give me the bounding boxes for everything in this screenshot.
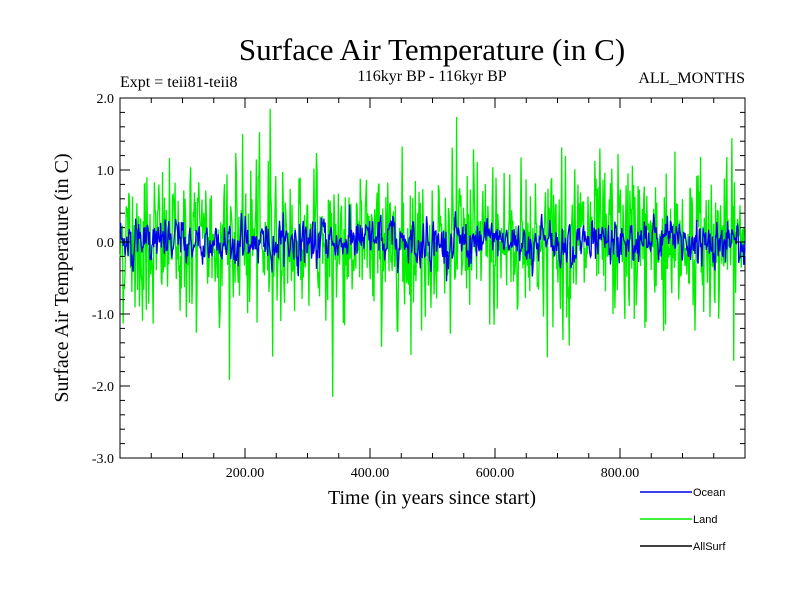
legend-label-ocean: Ocean (693, 487, 725, 499)
months-label: ALL_MONTHS (638, 70, 745, 87)
plot-area: -3.0 -2.0 -1.0 0.0 1.0 2.0 200.00 400.00 600.00… (92, 92, 746, 481)
chart-subtitle: 116kyr BP - 116kyr BP (357, 68, 506, 85)
expt-label: Expt = teii81-teii8 (120, 74, 237, 91)
x-axis-label: Time (in years since start) (328, 487, 536, 509)
series-line-ocean (119, 204, 746, 282)
x-tick-label: 800.00 (601, 466, 640, 481)
x-tick-label: 600.00 (476, 466, 515, 481)
series-layer (119, 108, 746, 397)
legend-label-land: Land (693, 514, 717, 526)
series-line-land (119, 108, 746, 397)
y-tick-label: 2.0 (97, 92, 115, 107)
legend: Ocean Land AllSurf (640, 487, 726, 553)
y-tick-label: -1.0 (92, 308, 114, 323)
y-tick-label: -3.0 (92, 452, 114, 467)
chart-title: Surface Air Temperature (in C) (239, 32, 625, 67)
y-tick-label: -2.0 (92, 380, 114, 395)
y-tick-label: 0.0 (97, 236, 115, 251)
y-axis: -3.0 -2.0 -1.0 0.0 1.0 2.0 (92, 92, 745, 467)
x-tick-label: 200.00 (226, 466, 265, 481)
y-tick-label: 1.0 (97, 164, 115, 179)
y-axis-label: Surface Air Temperature (in C) (51, 153, 73, 402)
plot-frame (119, 97, 746, 459)
x-axis: 200.00 400.00 600.00 800.00 (150, 98, 715, 481)
x-tick-label: 400.00 (351, 466, 390, 481)
legend-label-allsurf: AllSurf (693, 541, 726, 553)
